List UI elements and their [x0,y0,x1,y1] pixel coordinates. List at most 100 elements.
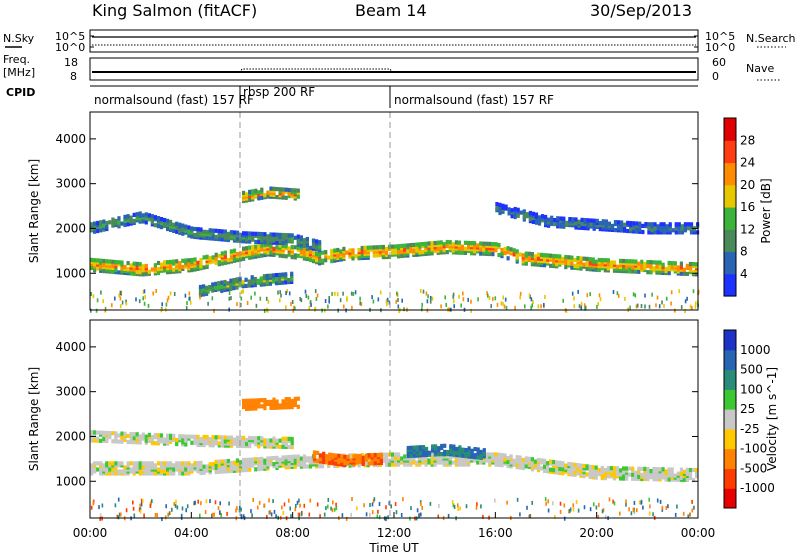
echo-cell [369,512,371,517]
echo-cell [646,260,650,265]
echo-cell [143,289,146,294]
echo-cell [579,256,583,261]
echo-cell [345,250,349,255]
echo-cell [251,253,255,258]
echo-cell [202,255,206,260]
echo-cell [679,471,683,476]
echo-cell [308,305,311,310]
echo-cell [328,452,332,457]
echo-cell [400,513,403,517]
echo-cell [235,435,240,440]
echo-cell [494,458,498,463]
echo-cell [132,465,136,470]
echo-cell [677,222,681,227]
echo-cell [612,466,617,471]
echo-cell [631,259,635,264]
echo-cell [181,506,184,511]
colorbar-tick-label: -100 [740,442,767,456]
echo-cell [512,248,516,253]
echo-cell [121,300,124,305]
echo-cell [458,445,462,450]
echo-cell [111,259,115,264]
echo-cell [394,250,398,255]
echo-cell [367,461,371,466]
echo-cell [266,242,270,247]
echo-cell [567,255,571,260]
echo-cell [268,281,273,286]
echo-cell [573,257,577,262]
echo-cell [299,235,303,240]
echo-cell [679,265,683,270]
echo-cell [296,234,300,239]
echo-cell [153,223,157,228]
echo-cell [367,453,371,458]
echo-cell [552,253,556,259]
echo-cell [440,452,444,457]
echo-cell [245,398,249,403]
echo-cell [501,203,505,208]
colorbar-tick-label: 4 [740,267,748,281]
echo-cell [293,396,297,401]
echo-cell [125,301,128,306]
echo-cell [528,217,532,222]
echo-cell [445,460,449,465]
echo-cell [644,293,646,298]
echo-cell [217,254,221,259]
echo-cell [293,460,297,465]
echo-cell [546,461,550,466]
echo-cell [680,305,683,310]
echo-cell [257,196,261,201]
echo-cell [439,246,443,251]
echo-cell [662,222,666,227]
echo-cell [293,253,297,258]
echo-cell [138,461,142,466]
echo-cell [315,252,319,257]
echo-cell [694,304,697,309]
echo-cell [695,472,699,477]
echo-cell [400,456,404,461]
echo-cell [193,434,197,439]
echo-cell [491,242,495,247]
echo-cell [143,513,145,518]
echo-cell [439,240,443,245]
echo-cell [333,507,336,512]
echo-cell [510,208,514,213]
echo-cell [287,278,291,283]
echo-cell [205,435,209,440]
echo-cell [500,248,504,253]
echo-cell [275,240,279,245]
echo-cell [651,292,653,297]
echo-cell [391,462,395,467]
echo-cell [409,458,413,463]
echo-cell [156,467,161,472]
echo-cell [242,231,246,236]
echo-cell [637,261,641,266]
echo-cell [688,467,693,473]
echo-cell [166,461,170,466]
echo-cell [250,295,252,300]
echo-cell [420,502,422,506]
echo-cell [638,221,642,226]
echo-cell [272,456,276,461]
echo-cell [470,448,474,453]
echo-cell [377,297,380,302]
echo-cell [105,461,109,466]
echo-cell [165,302,168,307]
echo-cell [263,402,267,407]
echo-cell [296,245,300,250]
echo-cell [482,448,486,453]
echo-cell [631,269,635,274]
echo-cell [214,469,218,475]
echo-cell [309,498,312,503]
echo-cell [375,245,379,250]
echo-cell [141,268,145,273]
echo-cell [425,291,428,296]
echo-cell [129,431,133,437]
echo-cell [506,500,508,505]
echo-cell [281,399,285,404]
echo-cell [622,258,626,264]
echo-cell [254,231,258,236]
echo-cell [397,250,401,255]
echo-cell [424,241,428,246]
nsearch-label: N.Search [746,32,796,45]
